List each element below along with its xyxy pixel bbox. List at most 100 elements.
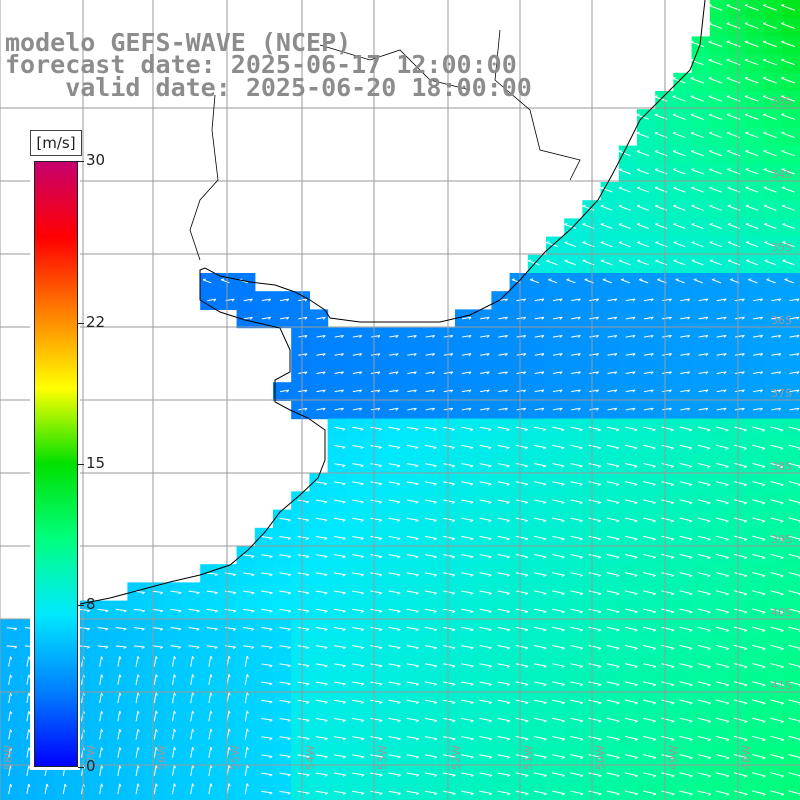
wind-arrow: [625, 426, 638, 431]
wind-arrow-head: [726, 76, 730, 79]
wind-arrow-head: [506, 447, 510, 450]
wind-arrow: [515, 499, 528, 503]
wind-arrow-head: [707, 775, 711, 778]
wind-arrow-head: [744, 666, 748, 669]
wind-arrow: [709, 150, 722, 157]
wind-arrow: [443, 717, 456, 722]
wind-arrow: [680, 389, 690, 393]
wind-arrow-head: [723, 316, 727, 320]
wind-arrow-head: [760, 353, 763, 357]
wind-arrow-head: [160, 592, 164, 595]
wind-arrow-head: [269, 719, 273, 722]
wind-arrow-head: [488, 647, 492, 650]
wind-arrow: [716, 298, 727, 302]
wind-arrow: [534, 334, 545, 338]
wind-arrow-head: [415, 665, 419, 668]
wind-arrow: [424, 517, 437, 521]
wind-arrow-head: [378, 465, 382, 468]
wind-arrow-head: [743, 502, 747, 505]
wind-arrow-head: [616, 593, 620, 596]
wind-arrow-head: [486, 316, 490, 320]
wind-arrow: [515, 517, 528, 522]
wind-arrow: [99, 765, 102, 776]
wind-arrow: [662, 407, 672, 411]
wind-arrow: [352, 572, 364, 576]
wind-arrow: [279, 572, 291, 576]
wind-arrow-head: [598, 720, 602, 723]
wind-arrow: [734, 462, 747, 468]
wind-arrow-head: [342, 446, 346, 450]
wind-arrow: [715, 735, 730, 741]
wind-arrow: [606, 608, 620, 613]
wind-arrow: [552, 572, 565, 576]
wind-arrow-head: [306, 647, 310, 650]
wind-arrow-head: [452, 683, 456, 686]
wind-arrow: [8, 783, 11, 795]
wind-arrow: [552, 481, 565, 485]
wind-arrow-head: [670, 593, 675, 596]
wind-arrow: [716, 371, 727, 374]
wind-arrow-head: [669, 298, 672, 302]
wind-arrow-head: [379, 610, 383, 613]
wind-arrow: [571, 298, 581, 302]
wind-arrow-head: [634, 593, 638, 596]
wind-arrow: [533, 681, 547, 685]
wind-arrow-head: [798, 612, 800, 614]
wind-arrow: [388, 517, 401, 521]
wind-arrow: [498, 389, 508, 393]
wind-arrow: [782, 223, 795, 229]
wind-arrow-head: [707, 447, 711, 450]
wind-arrow: [771, 389, 781, 393]
wind-arrow-head: [744, 684, 748, 687]
wind-arrow-head: [763, 168, 767, 170]
wind-arrow: [515, 572, 529, 576]
wind-arrow-head: [433, 701, 438, 705]
wind-arrow-head: [597, 483, 601, 486]
wind-arrow-head: [564, 241, 568, 244]
colorbar-tick-label: 8: [86, 595, 96, 614]
wind-arrow: [752, 499, 766, 504]
wind-arrow: [26, 729, 30, 740]
wind-arrow: [698, 371, 709, 374]
wind-arrow-head: [361, 756, 365, 759]
wind-arrow: [552, 754, 565, 758]
wind-arrow: [79, 645, 90, 648]
wind-arrow: [662, 389, 672, 393]
wind-arrow-head: [690, 58, 694, 61]
wind-arrow-head: [304, 389, 308, 393]
wind-arrow: [153, 729, 157, 740]
wind-arrow: [733, 663, 748, 668]
wind-arrow: [352, 736, 365, 740]
wind-arrow-head: [798, 484, 800, 487]
wind-arrow-head: [324, 774, 328, 777]
wind-arrow: [333, 699, 346, 703]
wind-arrow: [534, 298, 545, 302]
wind-arrow: [515, 535, 528, 540]
wind-arrow: [770, 553, 784, 559]
wind-arrow: [789, 334, 800, 338]
wind-arrow: [637, 241, 649, 248]
wind-arrow: [606, 553, 620, 558]
wind-arrow-head: [228, 783, 231, 787]
wind-arrow: [734, 572, 748, 577]
wind-arrow-head: [523, 353, 527, 357]
wind-arrow-head: [543, 520, 547, 523]
wind-arrow: [352, 407, 362, 411]
wind-arrow: [624, 553, 638, 558]
wind-arrow-head: [693, 278, 697, 281]
wind-arrow-head: [470, 683, 474, 686]
wind-arrow: [766, 279, 776, 284]
wind-arrow-head: [486, 407, 490, 411]
wind-arrow: [406, 663, 419, 667]
wind-arrow-head: [653, 793, 657, 796]
wind-arrow: [534, 481, 547, 485]
wind-arrow-head: [249, 316, 253, 320]
wind-arrow-head: [600, 259, 604, 262]
wind-arrow-head: [9, 783, 13, 787]
wind-arrow-head: [269, 537, 273, 540]
wind-arrow-head: [488, 592, 492, 595]
wind-arrow-head: [13, 628, 18, 631]
wind-arrow: [117, 674, 121, 685]
wind-arrow-head: [690, 77, 694, 79]
wind-arrow-head: [433, 447, 437, 450]
